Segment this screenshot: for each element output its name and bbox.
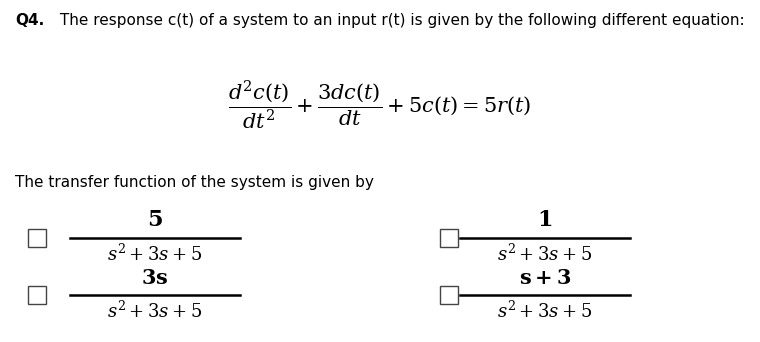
Bar [28, 229, 46, 247]
Text: $\mathbf{1}$: $\mathbf{1}$ [537, 209, 553, 231]
Text: The response c(t) of a system to an input r(t) is given by the following differe: The response c(t) of a system to an inpu… [55, 13, 745, 28]
Text: The transfer function of the system is given by: The transfer function of the system is g… [15, 175, 374, 190]
Text: $\mathit{s^2 + 3s + 5}$: $\mathit{s^2 + 3s + 5}$ [107, 244, 203, 265]
Bar [440, 229, 458, 247]
Text: $\mathbf{5}$: $\mathbf{5}$ [147, 209, 163, 231]
Bar [440, 286, 458, 304]
Bar [28, 286, 46, 304]
Text: $\mathbf{3s}$: $\mathbf{3s}$ [141, 269, 169, 288]
Text: $\mathit{s^2 + 3s + 5}$: $\mathit{s^2 + 3s + 5}$ [498, 301, 593, 322]
Text: $\mathit{s^2 + 3s + 5}$: $\mathit{s^2 + 3s + 5}$ [107, 301, 203, 322]
Text: $\mathbf{s + 3}$: $\mathbf{s + 3}$ [519, 269, 572, 288]
Text: $\mathit{s^2 + 3s + 5}$: $\mathit{s^2 + 3s + 5}$ [498, 244, 593, 265]
Text: $\dfrac{d^2c(t)}{dt^2} + \dfrac{3dc(t)}{dt} + 5c(t) = 5r(t)$: $\dfrac{d^2c(t)}{dt^2} + \dfrac{3dc(t)}{… [228, 79, 532, 131]
Text: Q4.: Q4. [15, 13, 44, 28]
